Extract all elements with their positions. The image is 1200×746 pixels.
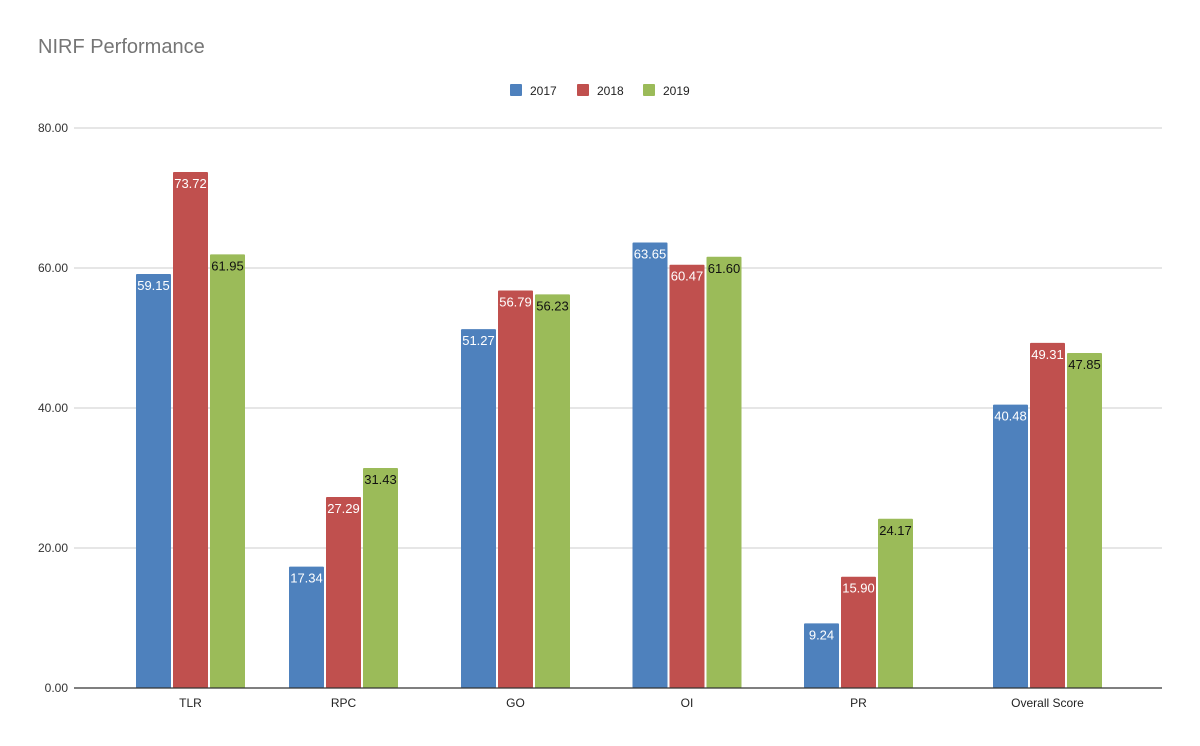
data-label: 56.79: [499, 294, 532, 309]
x-tick-label: Overall Score: [1011, 696, 1084, 710]
data-label: 40.48: [994, 409, 1027, 424]
bar-2018-overall-score: [1030, 342, 1065, 688]
x-tick-label: TLR: [179, 696, 202, 710]
legend-swatch: [643, 84, 655, 96]
data-label: 59.15: [137, 278, 170, 293]
bar-2019-oi: [706, 256, 742, 688]
data-label: 47.85: [1068, 357, 1101, 372]
y-tick-label: 0.00: [45, 681, 69, 695]
data-label: 49.31: [1031, 347, 1064, 362]
data-label: 51.27: [462, 333, 495, 348]
bar-2017-overall-score: [993, 404, 1028, 688]
bar-2019-rpc: [363, 467, 398, 688]
bar-2017-pr: [804, 623, 839, 688]
x-tick-label: GO: [506, 696, 525, 710]
data-label: 60.47: [671, 269, 704, 284]
data-label: 17.34: [290, 571, 323, 586]
x-tick-label: OI: [681, 696, 694, 710]
gridlines: [74, 127, 1162, 549]
x-axis-labels: TLR RPC GO OI PR Overall Score: [179, 696, 1084, 710]
y-axis-ticks: 0.00 20.00 40.00 60.00 80.00: [38, 121, 68, 695]
bar-2017-oi: [632, 242, 668, 688]
data-label: 61.95: [211, 258, 244, 273]
bar-2019-overall-score: [1067, 353, 1102, 688]
bar-2018-rpc: [326, 496, 361, 688]
y-tick-label: 80.00: [38, 121, 68, 135]
data-label: 63.65: [634, 246, 667, 261]
data-label: 27.29: [327, 501, 360, 516]
legend-swatch: [577, 84, 589, 96]
legend: 2017 2018 2019: [510, 84, 690, 98]
legend-swatch: [510, 84, 522, 96]
bar-2018-pr: [841, 576, 876, 688]
legend-label: 2019: [663, 84, 690, 98]
bar-2019-pr: [878, 518, 913, 688]
data-label: 31.43: [364, 472, 397, 487]
bar-2019-go: [535, 294, 570, 688]
bar-2018-go: [498, 290, 533, 688]
y-tick-label: 40.00: [38, 401, 68, 415]
bar-2017-tlr: [136, 273, 171, 688]
data-label: 24.17: [879, 523, 912, 538]
x-tick-label: PR: [850, 696, 867, 710]
bar-2018-tlr: [173, 171, 208, 688]
data-labels: 59.15 73.72 61.95 17.34 27.29 31.43 51.27 56.79…: [137, 176, 1101, 642]
data-label: 9.24: [809, 627, 834, 642]
bar-2019-tlr: [210, 254, 245, 688]
chart-title: NIRF Performance: [38, 36, 205, 58]
legend-label: 2017: [530, 84, 557, 98]
data-label: 61.60: [708, 261, 741, 276]
data-label: 56.23: [536, 298, 569, 313]
y-tick-label: 60.00: [38, 261, 68, 275]
bars: [136, 171, 1102, 688]
bar-2017-go: [461, 329, 496, 688]
bar-2017-rpc: [289, 566, 324, 688]
data-label: 73.72: [174, 176, 207, 191]
bar-2018-oi: [669, 264, 705, 688]
legend-label: 2018: [597, 84, 624, 98]
x-tick-label: RPC: [331, 696, 357, 710]
y-tick-label: 20.00: [38, 541, 68, 555]
data-label: 15.90: [842, 581, 875, 596]
